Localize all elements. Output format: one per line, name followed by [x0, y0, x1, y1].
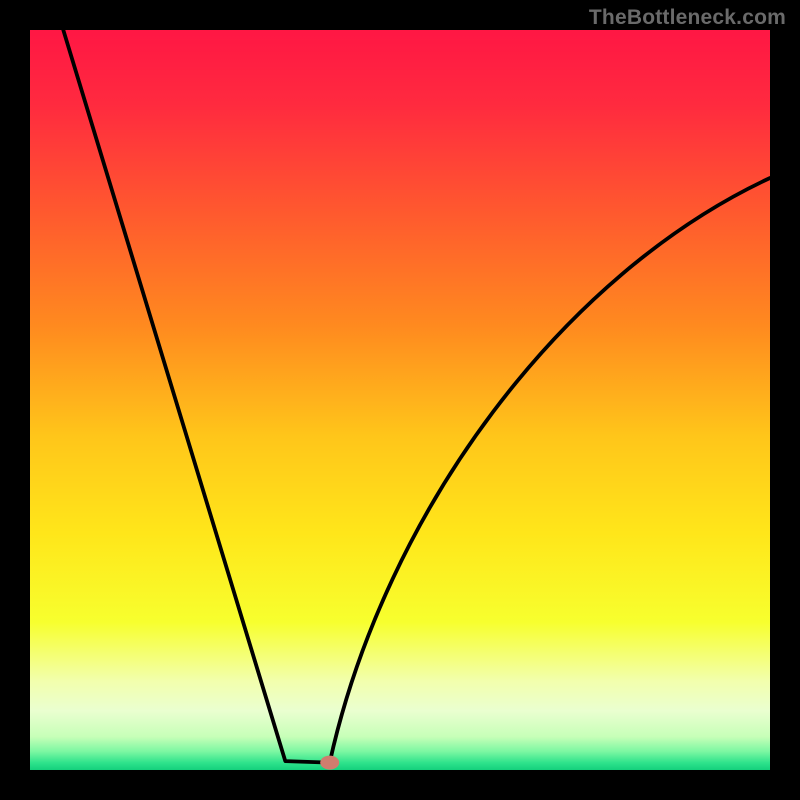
chart-frame: TheBottleneck.com: [0, 0, 800, 800]
plot-area: [30, 30, 770, 770]
gradient-background: [30, 30, 770, 770]
chart-svg: [30, 30, 770, 770]
watermark-text: TheBottleneck.com: [589, 6, 786, 30]
optimal-point-marker: [320, 756, 339, 770]
